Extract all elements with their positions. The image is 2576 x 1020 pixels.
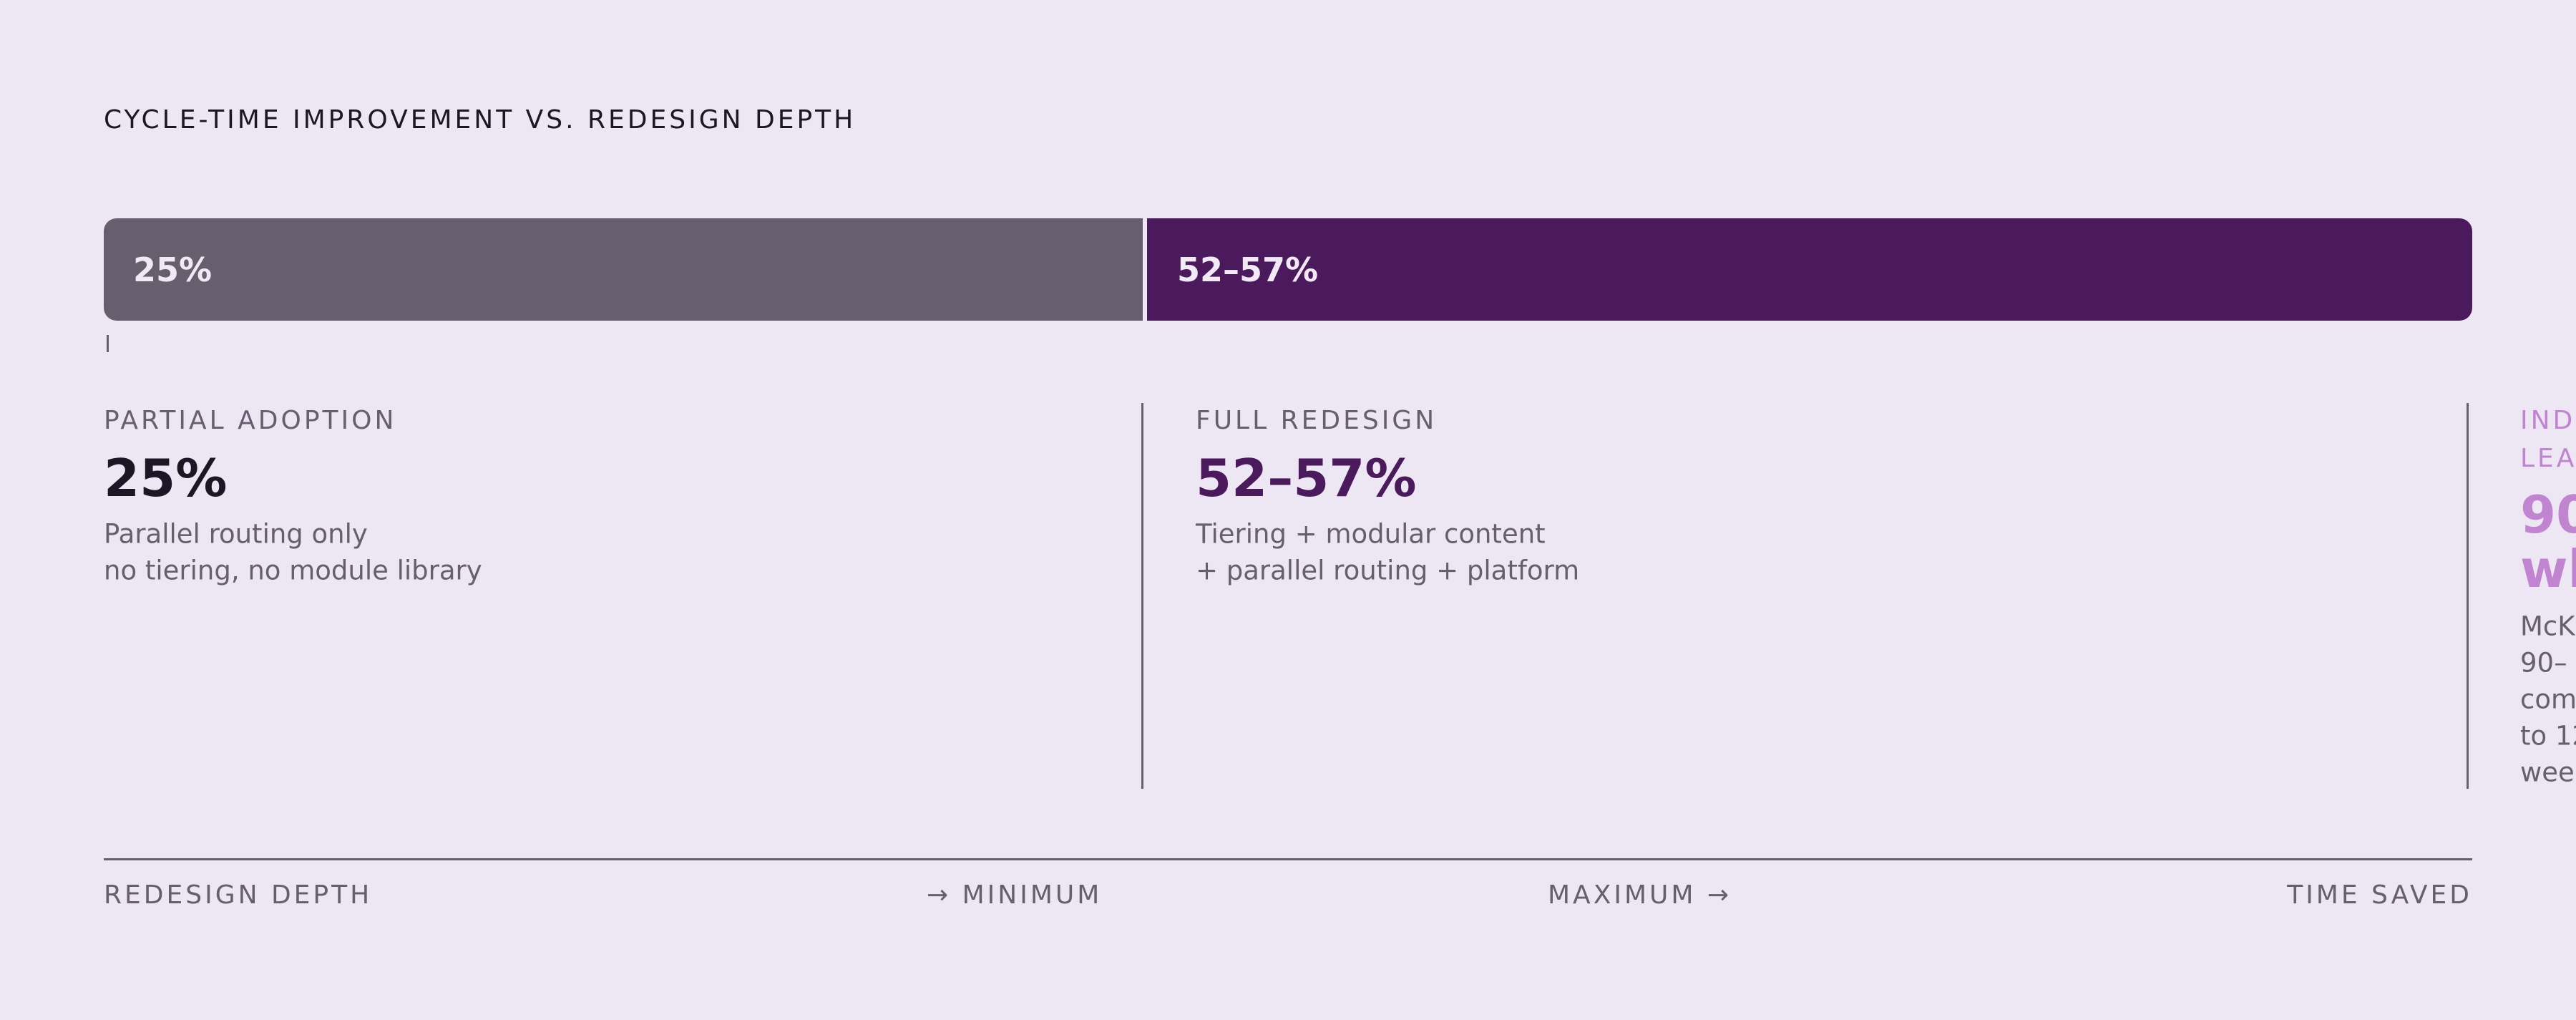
column-text: to 12 (2520, 720, 2576, 752)
bar-segment: 52–57% (1147, 218, 2472, 321)
column-heading: LEA (2520, 444, 2576, 473)
column-text: com (2520, 684, 2576, 715)
tick (107, 335, 109, 352)
column-value: 52–57% (1196, 448, 1417, 508)
column-heading: PARTIAL ADOPTION (104, 406, 397, 435)
divider (1141, 403, 1143, 789)
column-text: Parallel routing only (104, 518, 368, 550)
column-text: + parallel routing + platform (1196, 555, 1580, 586)
column-text: 90– (2520, 647, 2567, 679)
axis-label: MAXIMUM → (1548, 880, 1732, 910)
column-heading: FULL REDESIGN (1196, 406, 1438, 435)
column-text: Tiering + modular content (1196, 518, 1546, 550)
segment-label: 52–57% (1177, 250, 1319, 289)
column-text: weel (2520, 757, 2576, 788)
divider (2467, 403, 2469, 789)
column-text: no tiering, no module library (104, 555, 482, 586)
axis-label: REDESIGN DEPTH (104, 880, 373, 910)
column-heading: INDU (2520, 406, 2576, 435)
segment-label: 25% (133, 250, 213, 289)
column-value: wh (2520, 539, 2576, 599)
title: CYCLE-TIME IMPROVEMENT VS. REDESIGN DEPT… (104, 105, 857, 135)
axis-label: TIME SAVED (2287, 880, 2472, 910)
axis-label: → MINIMUM (927, 880, 1103, 910)
bar-segment: 25% (104, 218, 1143, 321)
column-text: McK (2520, 611, 2575, 642)
column-value: 25% (104, 448, 228, 508)
column-value: 90 (2520, 485, 2576, 545)
axis-line (104, 858, 2472, 860)
